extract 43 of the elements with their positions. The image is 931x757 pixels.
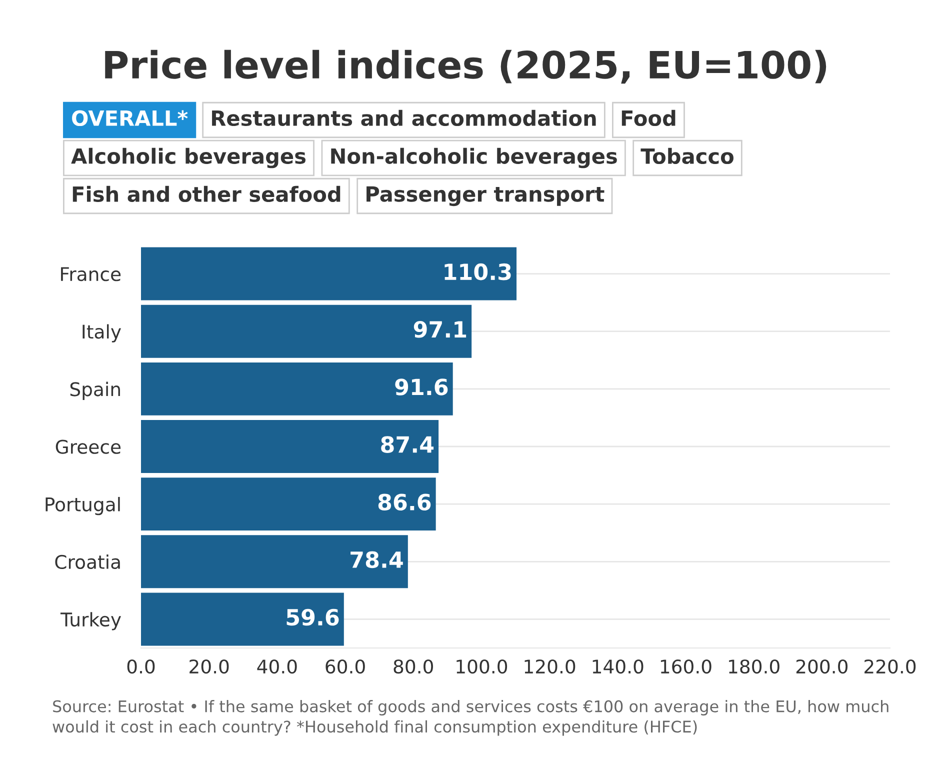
x-tick-label: 160.0 bbox=[660, 659, 712, 674]
data-label: 97.1 bbox=[414, 321, 466, 338]
x-tick-label: 180.0 bbox=[729, 659, 780, 674]
bar bbox=[141, 362, 453, 416]
data-label: 110.3 bbox=[444, 263, 511, 280]
y-tick-label: Turkey bbox=[60, 612, 121, 630]
bar bbox=[141, 478, 436, 531]
x-tick-label: 220.0 bbox=[864, 659, 916, 674]
y-tick-label: Italy bbox=[82, 324, 121, 342]
text: Fish and other seafood bbox=[72, 186, 340, 202]
bar bbox=[141, 247, 517, 300]
x-tick-label: 100.0 bbox=[456, 659, 508, 674]
bar bbox=[141, 304, 472, 358]
text: Restaurants and accommodation bbox=[212, 110, 596, 126]
data-label: 91.6 bbox=[395, 378, 448, 396]
y-tick-label: Spain bbox=[70, 382, 120, 400]
x-tick-label: 40.0 bbox=[257, 659, 297, 674]
bar bbox=[141, 592, 344, 646]
x-tick-label: 0.0 bbox=[127, 659, 155, 674]
bar bbox=[141, 535, 408, 588]
data-label: 59.6 bbox=[286, 608, 339, 626]
text: Alcoholic beverages bbox=[71, 148, 306, 168]
x-tick-label: 140.0 bbox=[592, 659, 644, 674]
y-tick-label: Portugal bbox=[46, 496, 120, 516]
text: Passenger transport bbox=[366, 186, 604, 206]
data-label: 86.6 bbox=[378, 494, 431, 511]
text: Non-alcoholic beverages bbox=[331, 148, 617, 168]
y-tick-label: France bbox=[61, 267, 121, 282]
x-tick-label: 80.0 bbox=[394, 659, 433, 674]
text: Tobacco bbox=[640, 148, 734, 164]
bar bbox=[141, 420, 439, 473]
data-label: 87.4 bbox=[381, 436, 434, 453]
text: OVERALL* bbox=[72, 110, 188, 126]
chart-title: Price level indices (2025, EU=100) bbox=[105, 50, 826, 84]
x-tick-label: 200.0 bbox=[796, 659, 848, 674]
x-tick-label: 20.0 bbox=[190, 659, 229, 674]
data-label: 78.4 bbox=[350, 551, 403, 568]
x-tick-label: 60.0 bbox=[326, 659, 365, 674]
x-tick-label: 120.0 bbox=[524, 659, 576, 674]
source-note: Source: Eurostat • If the same basket of goods and services costs €100 on average in the EU, how much would it cost in each country? *Household final consumption expenditure (HFCE) bbox=[52, 700, 888, 736]
text: Food bbox=[622, 110, 676, 126]
y-tick-label: Croatia bbox=[55, 554, 120, 570]
y-tick-label: Greece bbox=[56, 440, 121, 454]
